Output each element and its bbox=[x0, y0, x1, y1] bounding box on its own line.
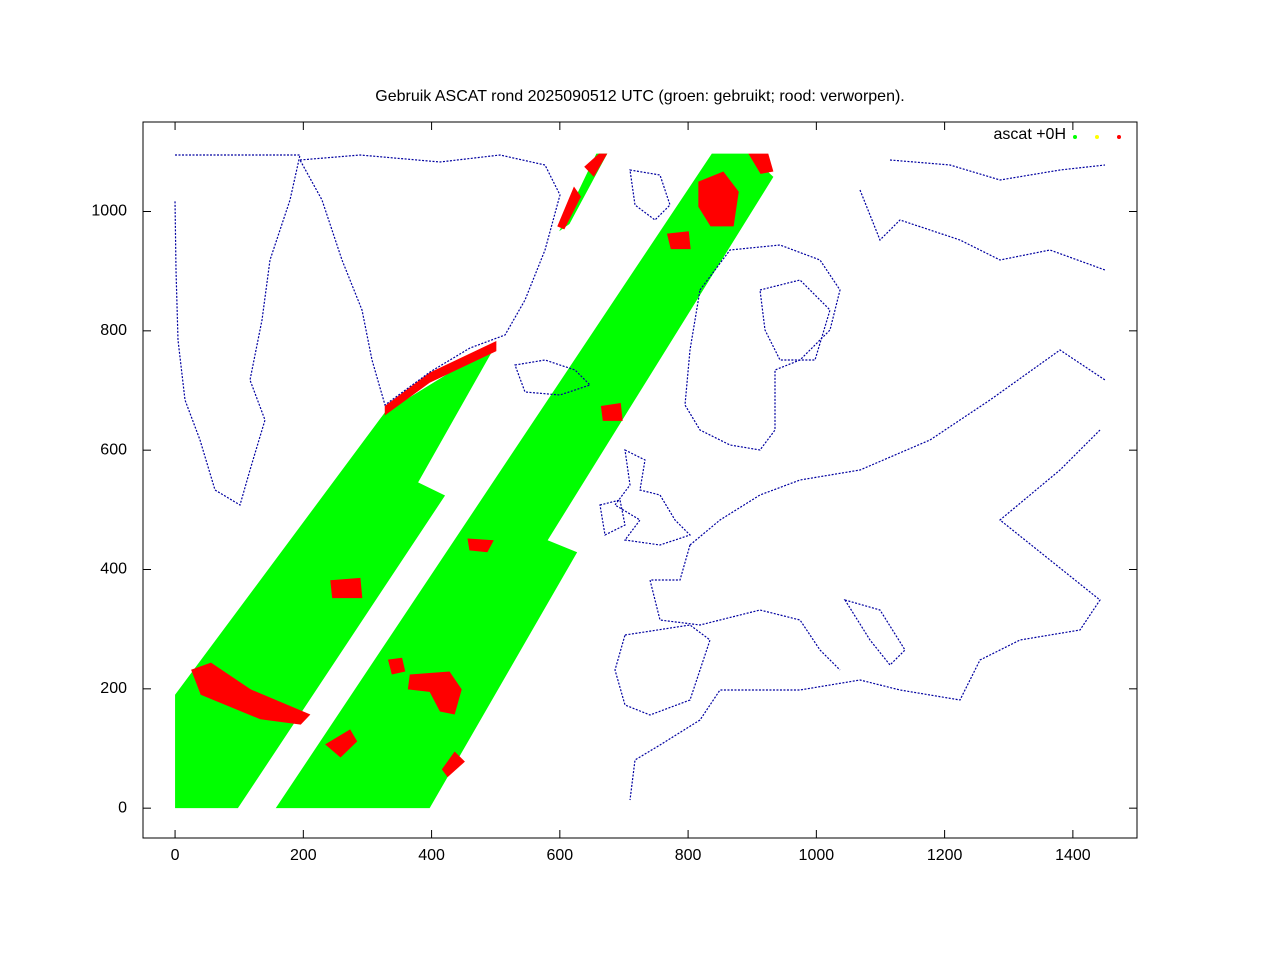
coastline bbox=[629, 349, 1106, 801]
observation-region bbox=[698, 171, 739, 227]
x-tick-label: 1200 bbox=[927, 847, 963, 864]
coastline bbox=[299, 154, 561, 406]
observation-region bbox=[666, 231, 691, 250]
legend-marker bbox=[1073, 135, 1077, 139]
y-tick-label: 400 bbox=[100, 561, 127, 578]
coastline bbox=[843, 598, 906, 666]
y-tick-label: 1000 bbox=[91, 203, 127, 220]
coastline bbox=[614, 624, 711, 716]
y-tick-label: 0 bbox=[118, 799, 127, 816]
x-tick-label: 0 bbox=[171, 847, 180, 864]
x-tick-label: 1400 bbox=[1055, 847, 1091, 864]
coastlines bbox=[174, 154, 1106, 801]
legend-label: ascat +0H bbox=[994, 126, 1066, 143]
observation-region bbox=[407, 671, 462, 715]
observation-region bbox=[275, 153, 774, 809]
coastline bbox=[174, 154, 301, 506]
coastline bbox=[614, 448, 692, 546]
observation-region bbox=[441, 751, 465, 778]
coastline bbox=[759, 279, 831, 361]
observation-region bbox=[467, 538, 494, 553]
observation-region bbox=[584, 153, 608, 177]
chart-title: Gebruik ASCAT rond 2025090512 UTC (groen… bbox=[375, 88, 904, 105]
observation-region bbox=[384, 340, 497, 416]
x-tick-label: 400 bbox=[418, 847, 445, 864]
observation-region bbox=[748, 153, 774, 174]
coastline bbox=[859, 159, 1106, 271]
observation-region bbox=[600, 403, 623, 421]
coastline bbox=[629, 169, 671, 221]
y-tick-label: 600 bbox=[100, 441, 127, 458]
y-tick-label: 800 bbox=[100, 322, 127, 339]
y-tick-label: 200 bbox=[100, 680, 127, 697]
coastline bbox=[599, 499, 626, 536]
legend-marker bbox=[1095, 135, 1099, 139]
x-tick-label: 1000 bbox=[799, 847, 835, 864]
observation-region bbox=[325, 729, 358, 758]
x-tick-label: 800 bbox=[675, 847, 702, 864]
x-tick-label: 200 bbox=[290, 847, 317, 864]
observation-region bbox=[387, 657, 406, 675]
legend-marker bbox=[1117, 135, 1121, 139]
observation-region bbox=[191, 662, 311, 725]
plot-border bbox=[142, 121, 1138, 839]
observation-region bbox=[330, 577, 363, 599]
x-tick-label: 600 bbox=[546, 847, 573, 864]
observation-region bbox=[557, 186, 582, 230]
